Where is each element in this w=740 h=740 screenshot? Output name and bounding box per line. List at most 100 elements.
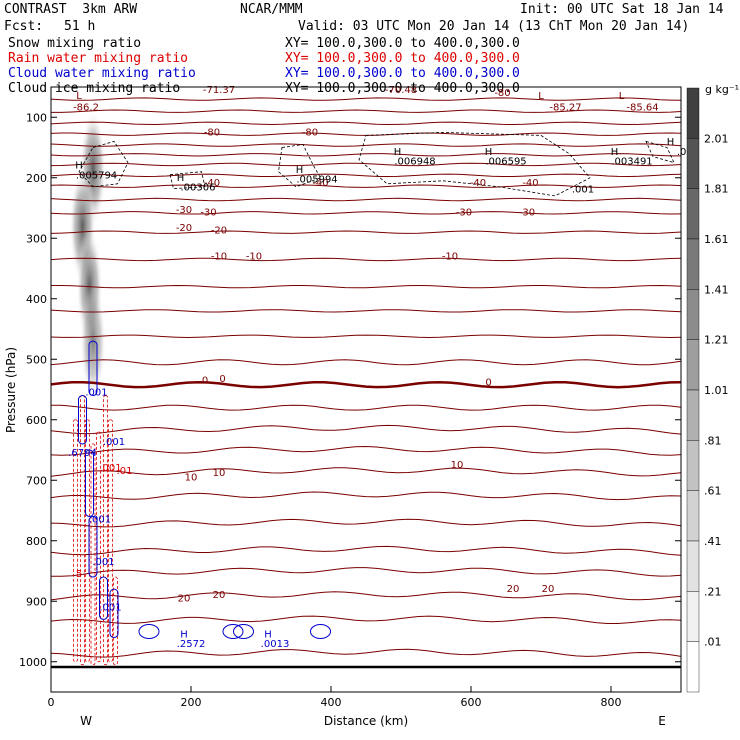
isotherm-label: -40 [204,178,220,189]
isotherm-label: -30 [200,207,216,218]
isotherm-line [51,445,681,456]
cloud-water-label: .001 [89,515,111,526]
isotherm-label: 20 [507,584,520,595]
ice-max-value: .006948 [394,156,435,167]
y-tick-label: 200 [26,172,47,185]
x-tick-label: 400 [321,696,342,709]
ice-max-value: .005794 [76,170,117,181]
y-tick-label: 1000 [19,656,47,669]
cloud-water-contour [109,588,119,639]
colorbar-swatch [686,138,700,189]
colorbar-swatch [686,87,700,139]
isotherm-label: 0 [219,374,225,385]
isotherm-line [51,284,681,289]
y-tick-label: 500 [26,353,47,366]
ice-contour [278,144,322,188]
cloud-water-max-marker: H [264,630,272,641]
cloud-water-label: .001 [85,388,107,399]
temperature-contours [51,97,681,658]
isotherm-line [51,424,681,435]
colorbar-swatch [686,490,700,542]
axes: 0 200 400 600 800100200300400500600700800900… [19,111,681,709]
isotherm-label: -10 [442,251,458,262]
colorbar-swatch [686,389,700,441]
rain-contours [73,395,118,666]
ice-max-value: .006595 [485,156,526,167]
org-label: NCAR/MMM [240,2,303,17]
y-axis-label: Pressure (hPa) [4,347,18,433]
isotherm-label: -30 [456,207,472,218]
rain-contour [113,576,118,666]
rain-label: .01 [117,466,133,477]
isotherm-label: -20 [176,223,192,234]
upper-temp-label: -85.64 [626,103,658,114]
ice-max-marker: H [394,147,402,158]
cloud-water-max-value: .2572 [177,639,206,650]
isotherm-line [51,309,681,313]
cloud-water-label: .001 [103,437,125,448]
y-tick-label: 900 [26,595,47,608]
contour-labels: -80 -80 -40 -40 -40 -40 -30 -30 -30 -30 -20 -20 -10 -… [68,85,699,650]
low-marker: L [538,91,544,102]
plot-frame [50,86,682,693]
cloud-water-contour [99,576,108,620]
colorbar-level: 1.81 [704,183,729,196]
rain-label: 5 [76,569,82,580]
isotherm-label: -80 [302,127,318,138]
cloud-water-contour [78,395,87,445]
colorbar-level: 1.41 [704,283,729,296]
low-marker: L [619,91,625,102]
ice-max-marker: H [485,147,493,158]
cloud-water-contour [85,449,94,518]
isotherm-line [51,467,681,477]
cloud-water-label: .001 [92,557,114,568]
isotherm-label: -80 [204,127,220,138]
isotherm-line [51,184,681,188]
colorbar-level: .41 [704,535,722,548]
rain-contour [90,443,96,666]
ice-max-marker: H [296,165,304,176]
isotherm-line [51,359,681,366]
isotherm-line [51,591,681,601]
isotherm-line [51,257,681,262]
isotherm-line [51,162,681,167]
ice-max-value: .003491 [611,156,652,167]
isotherm-line [51,615,681,624]
colorbar-swatch [686,440,700,491]
colorbar-level: .61 [704,485,722,498]
colorbar: .01 .21 .41 .61 .81 1.01 1.21 1.41 1.61 1.81 2.01 [686,87,729,693]
isotherm-label: -30 [176,205,192,216]
isotherm-label: -10 [246,251,262,262]
colorbar-swatch [686,289,700,340]
upper-temp-label: -85.27 [549,103,581,114]
x-tick-label: 200 [181,696,202,709]
cloud-water-contour [222,624,244,639]
colorbar-level: .21 [704,585,722,598]
colorbar-swatch [686,540,700,592]
y-tick-label: 400 [26,293,47,306]
y-tick-label: 300 [26,232,47,245]
colorbar-swatch [686,238,700,290]
isotherm-label: -20 [211,225,227,236]
field-name-snow: Snow mixing ratio [8,36,142,51]
field-name-cloud-ice: Cloud ice mixing ratio [8,81,181,96]
ice-max-value: .00306 [181,182,216,193]
isotherm-line [51,97,681,101]
ice-max-marker: H [177,173,185,184]
cloud-water-contours [78,340,331,639]
field-name-cloud-water: Cloud water mixing ratio [8,66,196,81]
isotherm-line [51,153,681,157]
ice-max-marker: H [75,161,83,172]
isotherm-line [51,230,681,234]
ice-contour [358,131,591,197]
isotherm-line [51,197,681,202]
isotherm-label: -40 [312,178,328,189]
ice-contour [645,140,675,164]
rain-contour [108,419,113,663]
x-tick-label: 800 [601,696,622,709]
isotherm-line [51,143,681,147]
colorbar-level: .01 [704,636,722,649]
field-xy-cloud-water: XY= 100.0,300.0 to 400.0,300.0 [285,66,520,81]
isotherm-label: 0 [202,375,208,386]
colorbar-swatch [686,339,700,391]
